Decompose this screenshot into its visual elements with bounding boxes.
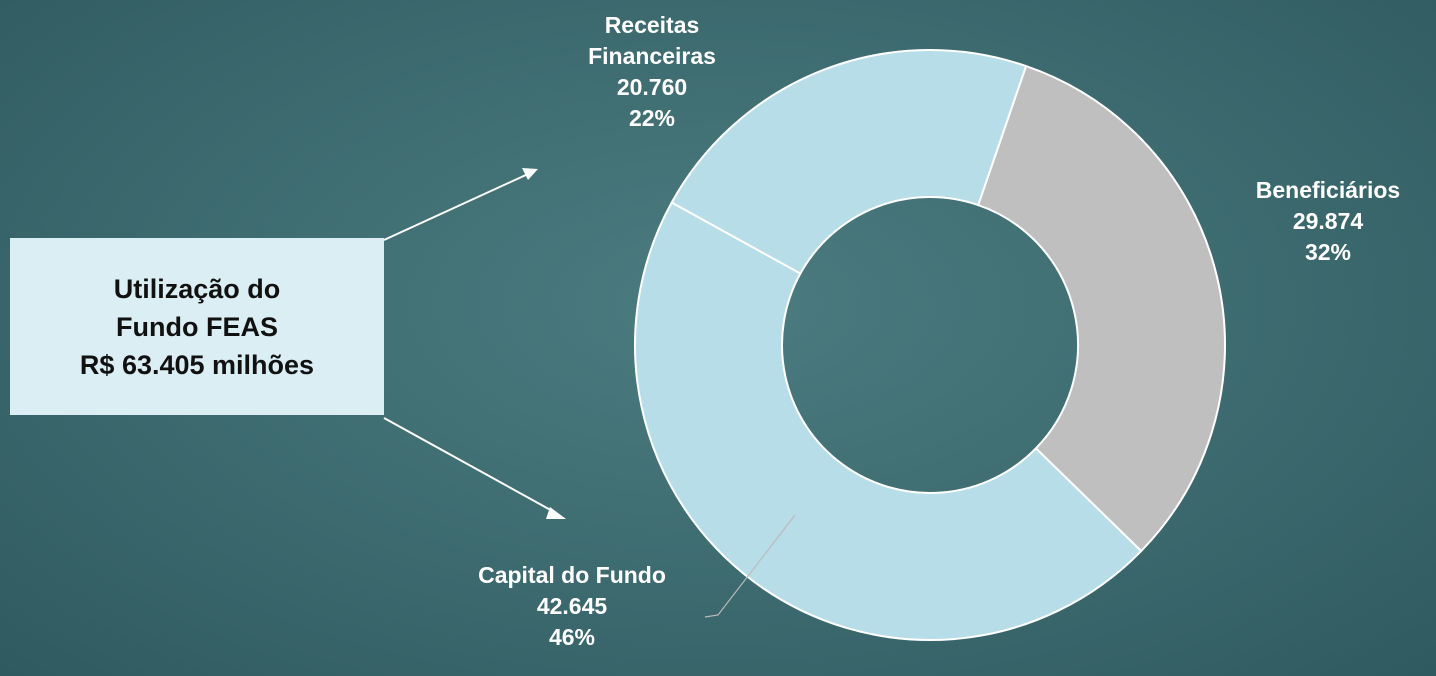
donut — [634, 49, 1226, 641]
annotation-box: Utilização do Fundo FEAS R$ 63.405 milhõ… — [10, 238, 384, 415]
data-label: Capital do Fundo 42.645 46% — [422, 560, 722, 653]
arrow-head — [522, 168, 538, 180]
leader-line — [704, 514, 796, 618]
annotation: Fundo FEAS — [116, 311, 278, 342]
data-label: Beneficiários 29.874 32% — [1228, 175, 1428, 268]
arrow — [383, 417, 557, 514]
data-label: Receitas Financeiras 20.760 22% — [567, 10, 737, 134]
arrow-head — [546, 507, 566, 519]
arrow — [383, 173, 529, 241]
annotation: R$ 63.405 milhões — [79, 349, 315, 380]
slice — [976, 64, 1226, 553]
category-label: Capital do Fundo — [478, 562, 666, 588]
value-label: 20.760 — [616, 74, 688, 100]
percent-label: 46% — [548, 624, 596, 650]
value-label: 42.645 — [536, 593, 608, 619]
category-label: Beneficiários — [1255, 177, 1401, 203]
value-label: 29.874 — [1292, 208, 1364, 234]
slice — [670, 49, 1028, 275]
category-label: Receitas Financeiras — [588, 12, 716, 69]
annotation: Utilização do — [113, 273, 281, 304]
slice — [634, 201, 1143, 641]
percent-label: 32% — [1304, 239, 1352, 265]
percent-label: 22% — [628, 105, 676, 131]
